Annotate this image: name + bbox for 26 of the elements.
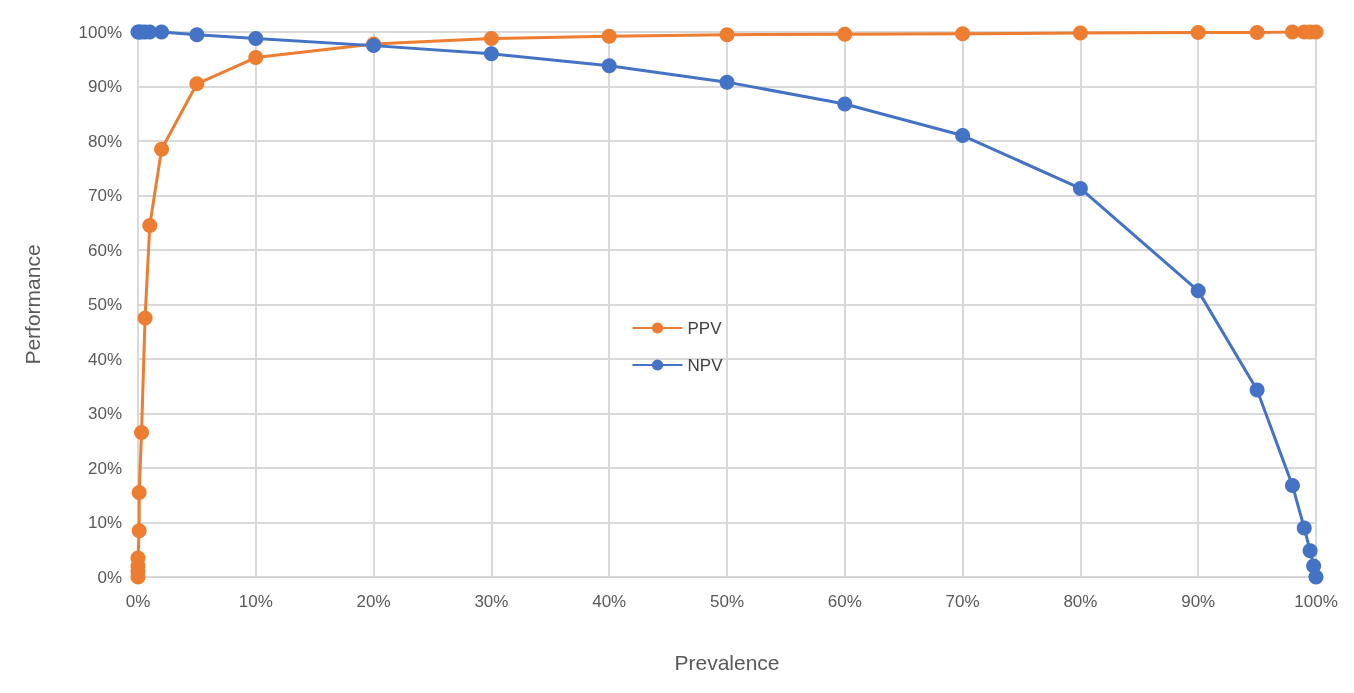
y-axis-title: Performance <box>21 244 44 365</box>
y-tick-label: 90% <box>87 77 122 96</box>
x-axis-title: Prevalence <box>674 651 780 674</box>
y-tick-label: 40% <box>87 349 122 369</box>
y-tick-label: 80% <box>87 131 122 151</box>
x-tick-label: 80% <box>1063 592 1098 611</box>
x-tick-label: 60% <box>827 592 862 611</box>
y-tick-label: 30% <box>87 404 122 423</box>
x-tick-label: 50% <box>709 592 745 611</box>
x-tick-label: 100% <box>1294 592 1338 611</box>
y-tick-label: 60% <box>87 240 122 260</box>
y-tick-label: 20% <box>87 458 122 478</box>
y-tick-label: 0% <box>97 567 122 587</box>
y-tick-label: 100% <box>78 22 122 42</box>
x-tick-label: 30% <box>474 592 509 611</box>
y-tick-label: 70% <box>87 186 122 205</box>
x-tick-label: 10% <box>238 592 273 611</box>
legend-label: PPV <box>687 318 723 338</box>
x-tick-label: 20% <box>356 592 391 611</box>
x-tick-label: 90% <box>1181 592 1216 611</box>
legend-label: NPV <box>687 355 724 375</box>
y-tick-label: 10% <box>87 513 122 532</box>
x-tick-label: 40% <box>592 592 627 611</box>
y-tick-label: 50% <box>87 295 122 314</box>
x-tick-label: 70% <box>945 592 980 611</box>
x-tick-label: 0% <box>125 592 151 611</box>
